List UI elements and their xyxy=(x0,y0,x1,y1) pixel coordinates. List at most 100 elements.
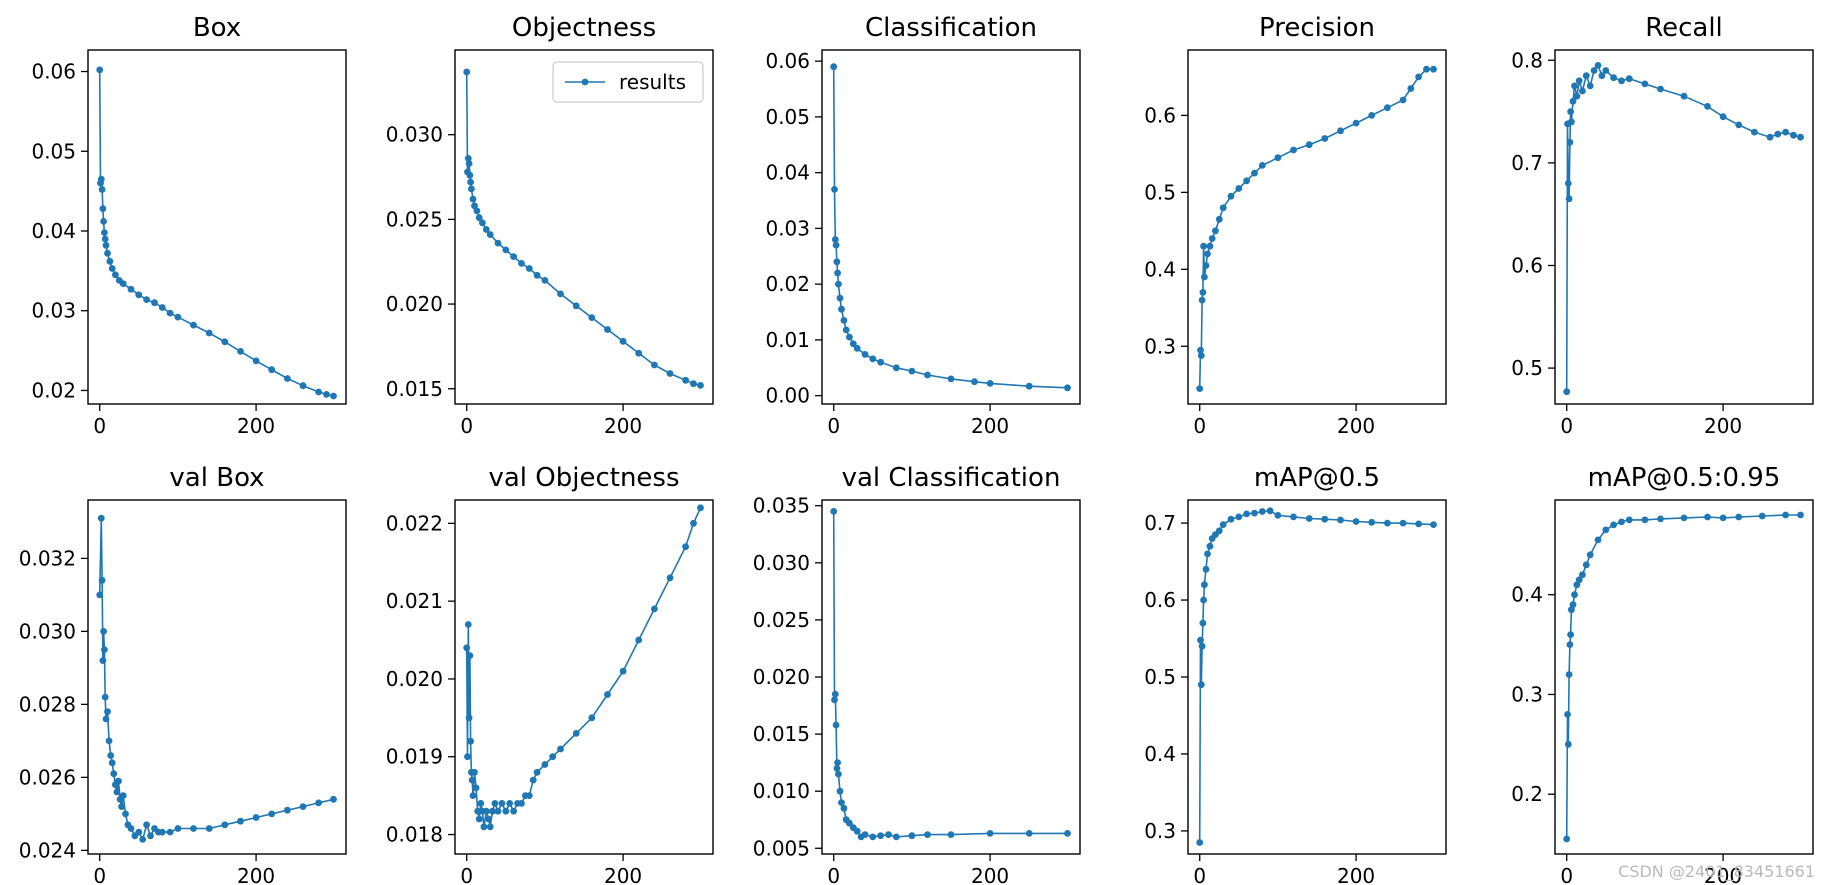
y-tick-label: 0.00 xyxy=(765,384,810,408)
data-point xyxy=(846,819,853,827)
data-point xyxy=(474,807,482,815)
data-point xyxy=(498,800,506,807)
data-point xyxy=(604,691,611,698)
data-point xyxy=(1197,636,1204,644)
data-point xyxy=(842,326,850,334)
data-point xyxy=(690,519,697,527)
data-point xyxy=(838,305,845,313)
data-point xyxy=(541,277,549,284)
data-point xyxy=(1430,521,1437,528)
data-point xyxy=(1704,103,1711,110)
y-tick-label: 0.035 xyxy=(753,494,810,518)
axes-frame xyxy=(454,49,714,405)
data-point xyxy=(833,765,841,772)
data-point xyxy=(112,271,119,279)
data-point xyxy=(1582,72,1590,80)
x-tick-label: 0 xyxy=(1560,864,1573,885)
data-point xyxy=(105,737,113,745)
data-point xyxy=(190,825,197,832)
data-point xyxy=(107,752,115,759)
data-point xyxy=(1266,507,1274,515)
data-point xyxy=(100,628,107,635)
watermark-text: CSDN @2401_83451661 xyxy=(1618,862,1815,881)
data-point xyxy=(557,290,564,298)
data-point xyxy=(475,214,483,222)
series-line-results xyxy=(1565,63,1801,392)
data-point xyxy=(1567,108,1574,115)
data-point xyxy=(1407,85,1415,92)
data-point xyxy=(1415,73,1422,81)
data-point xyxy=(1235,513,1243,521)
data-point xyxy=(477,800,485,807)
data-point xyxy=(468,185,475,193)
data-point xyxy=(1586,82,1594,90)
data-point xyxy=(1569,97,1577,105)
data-point xyxy=(96,66,104,74)
data-point xyxy=(502,246,510,254)
y-tick-label: 0.025 xyxy=(386,207,443,231)
data-point xyxy=(1197,681,1205,689)
data-point xyxy=(205,329,213,337)
chart-panel-5: Recall 0 200 0.5 0.6 0.7 0.8 xyxy=(1511,13,1814,438)
data-point xyxy=(102,241,110,249)
axes-frame xyxy=(454,499,714,855)
data-point xyxy=(174,825,182,832)
data-point xyxy=(1719,514,1727,522)
x-tick-label: 0 xyxy=(827,864,840,885)
y-tick-label: 0.018 xyxy=(386,823,443,847)
data-point xyxy=(1206,542,1214,550)
data-point xyxy=(475,815,483,823)
data-point xyxy=(1564,180,1572,187)
data-point xyxy=(572,730,580,737)
y-tick-label: 0.010 xyxy=(753,779,810,803)
y-tick-label: 0.02 xyxy=(765,272,810,296)
y-tick-label: 0.030 xyxy=(19,619,76,643)
y-tick-label: 0.06 xyxy=(765,49,810,73)
data-point xyxy=(832,721,840,729)
data-point xyxy=(1567,631,1574,638)
data-point xyxy=(104,249,111,257)
data-point xyxy=(1563,835,1571,843)
series-line-results xyxy=(465,71,701,387)
data-point xyxy=(108,759,116,767)
y-tick-label: 0.024 xyxy=(19,838,76,862)
data-point xyxy=(118,803,125,810)
data-point xyxy=(1321,515,1329,523)
data-point xyxy=(1586,551,1594,559)
data-point xyxy=(604,326,611,333)
y-tick-label: 0.7 xyxy=(1511,151,1543,175)
data-point xyxy=(1579,571,1586,579)
y-tick-label: 0.005 xyxy=(753,836,810,860)
legend-label: results xyxy=(619,70,686,94)
data-point xyxy=(468,776,476,784)
data-point xyxy=(1274,154,1282,162)
data-point xyxy=(1198,296,1206,304)
data-point xyxy=(98,576,106,584)
data-point xyxy=(1735,513,1743,521)
y-tick-label: 0.030 xyxy=(753,551,810,575)
data-point xyxy=(1025,382,1033,390)
chart-panel-4: Precision 0 200 0.3 0.4 0.5 0.6 xyxy=(1144,13,1447,438)
data-point xyxy=(1590,67,1598,74)
data-point xyxy=(869,833,877,841)
data-point xyxy=(838,799,845,806)
data-point xyxy=(1243,510,1250,518)
data-point xyxy=(861,831,869,838)
y-tick-label: 0.4 xyxy=(1144,257,1176,281)
data-point xyxy=(1399,519,1407,527)
data-point xyxy=(252,814,260,821)
axes-frame xyxy=(87,49,347,405)
chart-title: val Classification xyxy=(842,463,1061,493)
data-point xyxy=(1790,131,1797,139)
data-point xyxy=(101,646,108,653)
data-point xyxy=(494,239,502,247)
y-tick-label: 0.03 xyxy=(31,299,76,323)
axes-frame xyxy=(1554,499,1814,855)
data-point xyxy=(1208,235,1216,242)
data-point xyxy=(221,821,229,829)
data-point xyxy=(1202,565,1210,573)
data-point xyxy=(830,63,838,71)
data-point xyxy=(1064,830,1071,837)
data-point xyxy=(330,392,337,400)
data-point xyxy=(1564,711,1571,718)
